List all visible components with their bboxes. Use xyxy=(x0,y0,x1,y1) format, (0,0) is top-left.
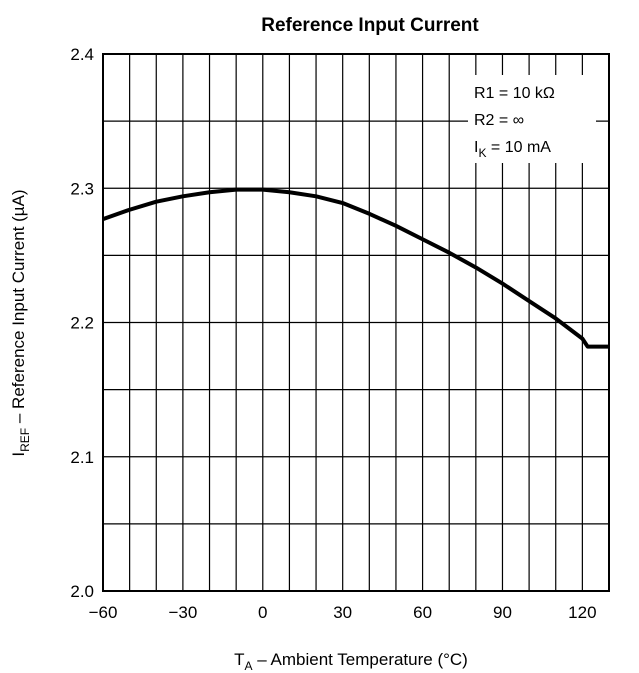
annotation-box: R1 = 10 kΩ R2 = ∞ IK = 10 mA xyxy=(468,75,596,163)
x-tick-label: −60 xyxy=(89,603,118,622)
series-line-0 xyxy=(102,187,609,349)
x-tick-label: 0 xyxy=(258,603,267,622)
annotation-background xyxy=(468,75,596,163)
x-tick-label: 90 xyxy=(493,603,512,622)
series-layer xyxy=(102,187,609,349)
y-tick-label: 2.1 xyxy=(70,448,94,467)
x-tick-label: 30 xyxy=(333,603,352,622)
x-axis-label: TA – Ambient Temperature (°C) xyxy=(234,650,468,673)
annotation-line: IK = 10 mA xyxy=(474,139,551,160)
x-tick-label: 120 xyxy=(568,603,596,622)
plot-frame xyxy=(102,53,610,592)
x-tick-label: −30 xyxy=(168,603,197,622)
x-tick-label: 60 xyxy=(413,603,432,622)
y-tick-label: 2.0 xyxy=(70,582,94,601)
annotation-line: R1 = 10 kΩ xyxy=(474,85,555,102)
y-tick-label: 2.3 xyxy=(70,179,94,198)
chart-title: Reference Input Current xyxy=(261,15,479,36)
y-axis-label: IREF – Reference Input Current (µA) xyxy=(9,189,32,456)
y-tick-label: 2.4 xyxy=(70,45,94,64)
grid xyxy=(103,54,609,591)
y-tick-labels: 2.0 2.1 2.2 2.3 2.4 xyxy=(70,45,94,601)
y-tick-label: 2.2 xyxy=(70,314,94,333)
annotation-line: R2 = ∞ xyxy=(474,112,524,129)
x-tick-labels: −60 −30 0 30 60 90 120 xyxy=(89,603,597,622)
